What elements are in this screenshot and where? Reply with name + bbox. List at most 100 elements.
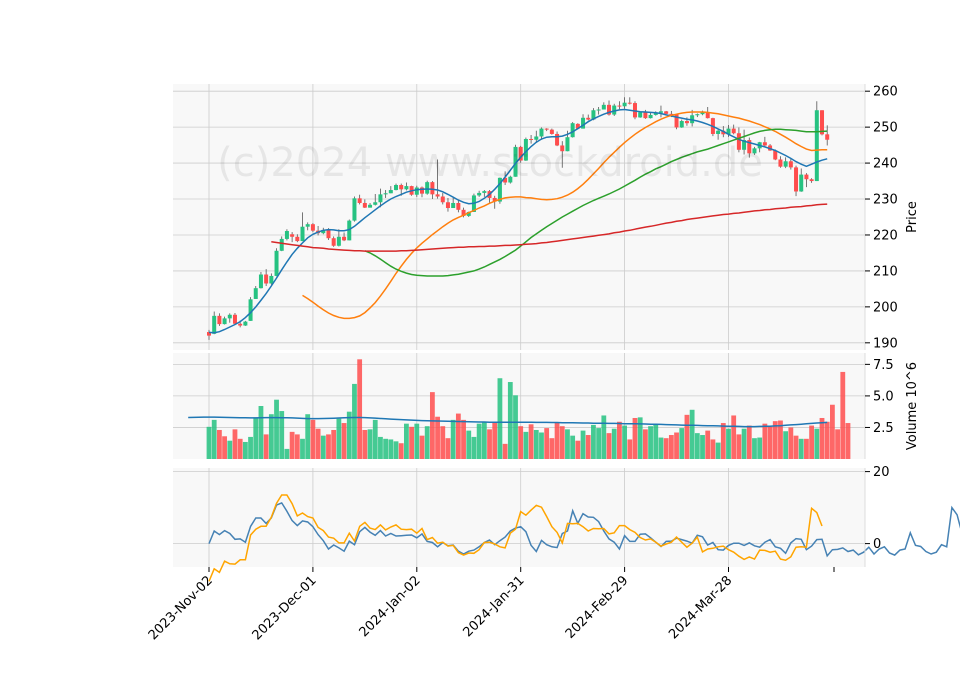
volume-bar xyxy=(305,414,310,459)
price-axis-label: Price xyxy=(905,201,920,233)
volume-bar xyxy=(331,430,336,459)
volume-bar xyxy=(794,436,799,459)
candle-body xyxy=(285,231,289,239)
candle-body xyxy=(259,275,263,289)
candle-body xyxy=(623,103,627,107)
volume-bar xyxy=(664,438,669,459)
volume-bar xyxy=(336,419,341,459)
candle-body xyxy=(415,188,419,195)
volume-bar xyxy=(311,420,316,459)
candle-body xyxy=(789,161,793,167)
volume-bar xyxy=(253,417,258,459)
volume-bar xyxy=(700,435,705,459)
candle-body xyxy=(295,237,299,241)
volume-bar xyxy=(617,422,622,459)
volume-bar xyxy=(285,449,290,459)
volume-bar xyxy=(477,424,482,459)
x-tick-label: 2024-Jan-31 xyxy=(461,573,528,640)
volume-tick-label: 7.5 xyxy=(873,358,894,373)
candle-body xyxy=(456,203,460,210)
volume-tick-label: 2.5 xyxy=(873,421,894,436)
volume-bar xyxy=(492,422,497,459)
candle-body xyxy=(378,194,382,202)
volume-bar xyxy=(300,439,305,459)
candle-body xyxy=(602,105,606,110)
volume-bar xyxy=(804,439,809,459)
volume-bar xyxy=(269,414,274,459)
volume-bar xyxy=(259,406,264,459)
volume-bar xyxy=(420,436,425,459)
volume-bar xyxy=(342,423,347,459)
candle-body xyxy=(358,198,362,203)
volume-bar xyxy=(820,418,825,459)
volume-bar xyxy=(248,437,253,459)
candle-body xyxy=(264,275,268,284)
volume-bar xyxy=(518,426,523,459)
volume-bar xyxy=(243,442,248,459)
candle-body xyxy=(539,129,543,137)
candle-body xyxy=(794,167,798,191)
candle-body xyxy=(269,276,273,284)
price-panel-bg xyxy=(173,84,865,350)
volume-bar xyxy=(456,414,461,459)
price-tick-label: 190 xyxy=(873,336,898,351)
candle-body xyxy=(217,316,221,324)
price-tick-label: 230 xyxy=(873,193,898,208)
volume-bar xyxy=(446,438,451,459)
volume-bar xyxy=(653,424,658,459)
volume-bar xyxy=(747,426,752,459)
volume-bar xyxy=(388,439,393,459)
volume-bar xyxy=(612,429,617,459)
candle-body xyxy=(363,203,367,208)
candle-body xyxy=(337,237,341,246)
price-tick-label: 210 xyxy=(873,264,898,279)
candle-body xyxy=(763,142,767,145)
volume-bar xyxy=(451,420,456,459)
volume-bar xyxy=(326,434,331,459)
volume-bar xyxy=(565,429,570,459)
candle-body xyxy=(290,234,294,237)
volume-bar xyxy=(368,429,373,459)
volume-bar xyxy=(529,424,534,459)
volume-bar xyxy=(534,430,539,459)
candle-body xyxy=(617,106,621,107)
volume-bar xyxy=(690,410,695,459)
volume-bar xyxy=(295,434,300,459)
volume-bar xyxy=(409,427,414,459)
volume-bar xyxy=(825,422,830,459)
volume-bar xyxy=(601,415,606,459)
candle-body xyxy=(784,161,788,166)
candle-body xyxy=(254,288,258,299)
volume-bar xyxy=(264,434,269,459)
volume-bar xyxy=(726,429,731,459)
price-tick-label: 260 xyxy=(873,85,898,100)
volume-bar xyxy=(846,423,851,459)
oscillator-tick-label: 20 xyxy=(873,465,890,480)
candle-body xyxy=(778,159,782,166)
volume-bar xyxy=(217,430,222,459)
candle-body xyxy=(628,103,632,104)
volume-bar xyxy=(357,359,362,459)
candle-body xyxy=(436,194,440,196)
volume-bar xyxy=(695,433,700,459)
volume-bar xyxy=(404,424,409,459)
volume-bar xyxy=(399,443,404,459)
candle-body xyxy=(280,239,284,251)
x-tick-label: 2023-Dec-01 xyxy=(250,573,320,643)
candle-body xyxy=(238,324,242,326)
volume-bar xyxy=(705,431,710,459)
volume-bar xyxy=(212,420,217,459)
volume-bar xyxy=(321,436,326,459)
candle-body xyxy=(332,238,336,246)
candle-body xyxy=(716,131,720,134)
candle-body xyxy=(597,110,601,111)
candle-body xyxy=(404,186,408,189)
volume-bar xyxy=(643,429,648,459)
volume-bar xyxy=(669,435,674,459)
x-tick-label: 2024-Jan-02 xyxy=(357,573,424,640)
volume-bar xyxy=(591,425,596,459)
volume-bar xyxy=(835,429,840,459)
volume-bar xyxy=(472,437,477,459)
volume-bar xyxy=(466,431,471,459)
volume-bar xyxy=(498,378,503,459)
